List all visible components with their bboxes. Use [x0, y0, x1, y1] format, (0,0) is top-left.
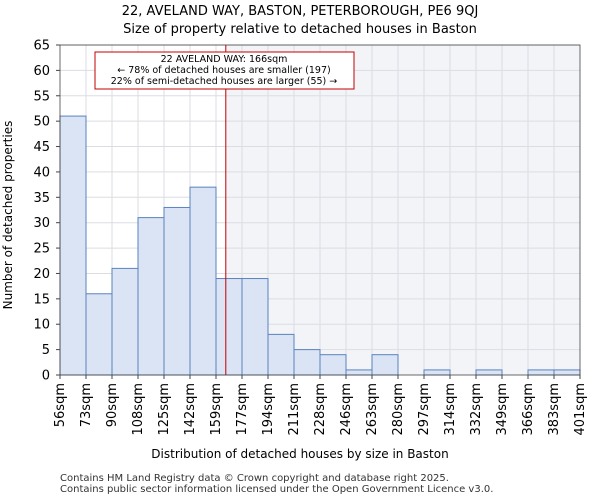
bar [241, 278, 269, 376]
y-tick-label: 55 [33, 89, 50, 104]
y-tick-label: 30 [33, 216, 50, 231]
y-tick-label: 25 [33, 242, 50, 257]
bar [553, 369, 581, 376]
annotation-line-1: 22 AVELAND WAY: 166sqm [161, 54, 288, 65]
y-tick-label: 50 [33, 115, 50, 130]
annotation-line-3: 22% of semi-detached houses are larger (… [111, 76, 338, 87]
x-tick-label: 349sqm [495, 383, 510, 436]
bar [267, 333, 295, 376]
footer-line-1: Contains HM Land Registry data © Crown c… [60, 473, 449, 484]
annotation-border [94, 51, 355, 90]
x-tick-label: 366sqm [521, 383, 536, 436]
plot-background-right [225, 45, 580, 375]
y-tick-label: 60 [33, 64, 50, 79]
y-tick-label: 15 [33, 292, 50, 307]
x-tick-label: 90sqm [105, 383, 120, 427]
x-tick-label: 383sqm [547, 383, 562, 436]
y-tick-label: 0 [42, 369, 50, 384]
x-tick-label: 73sqm [79, 383, 94, 427]
annotation-line-2: ← 78% of detached houses are smaller (19… [117, 65, 330, 76]
x-tick-label: 280sqm [391, 383, 406, 436]
x-tick-label: 56sqm [53, 383, 68, 427]
bar [293, 349, 321, 376]
bar [423, 369, 451, 376]
y-tick-label: 45 [33, 140, 50, 155]
bar [475, 369, 503, 376]
y-tick-label: 40 [33, 165, 50, 180]
x-tick-label: 194sqm [261, 383, 276, 436]
x-tick-label: 142sqm [183, 383, 198, 436]
x-tick-label: 211sqm [287, 383, 302, 436]
bar [319, 354, 347, 376]
bar [527, 369, 555, 376]
y-tick-label: 10 [33, 318, 50, 333]
y-axis-label: Number of detached properties [1, 121, 15, 310]
x-tick-label: 297sqm [417, 383, 432, 436]
y-tick-label: 35 [33, 191, 50, 206]
bars [59, 115, 581, 376]
y-tick-labels: 0 5 10 15 20 25 30 35 40 45 50 55 60 65 [33, 39, 60, 384]
y-tick-label: 5 [42, 343, 50, 358]
x-tick-label: 314sqm [443, 383, 458, 436]
x-tick-label: 228sqm [313, 383, 328, 436]
bar [215, 278, 243, 376]
x-tick-labels: 56sqm 73sqm 90sqm 108sqm 125sqm 142sqm 159sqm 1… [53, 375, 588, 436]
x-tick-label: 177sqm [235, 383, 250, 436]
x-tick-label: 159sqm [209, 383, 224, 436]
bar [163, 206, 191, 376]
bar [85, 293, 113, 376]
chart-title: 22, AVELAND WAY, BASTON, PETERBOROUGH, P… [122, 4, 479, 19]
chart-subtitle: Size of property relative to detached ho… [123, 22, 477, 37]
x-axis-label: Distribution of detached houses by size … [151, 447, 448, 461]
bar [189, 186, 217, 376]
x-tick-label: 263sqm [365, 383, 380, 436]
bar [345, 369, 373, 376]
x-tick-label: 246sqm [339, 383, 354, 436]
y-tick-label: 65 [33, 39, 50, 54]
bar [371, 354, 399, 376]
bar [137, 217, 165, 376]
x-tick-label: 332sqm [469, 383, 484, 436]
y-tick-label: 20 [33, 267, 50, 282]
annotation-box: 22 AVELAND WAY: 166sqm ← 78% of detached… [94, 51, 355, 90]
bar [59, 115, 87, 376]
footer-line-2: Contains public sector information licen… [60, 484, 494, 495]
x-tick-label: 108sqm [131, 383, 146, 436]
x-tick-label: 401sqm [573, 383, 588, 436]
bar [111, 267, 139, 376]
x-tick-label: 125sqm [157, 383, 172, 436]
